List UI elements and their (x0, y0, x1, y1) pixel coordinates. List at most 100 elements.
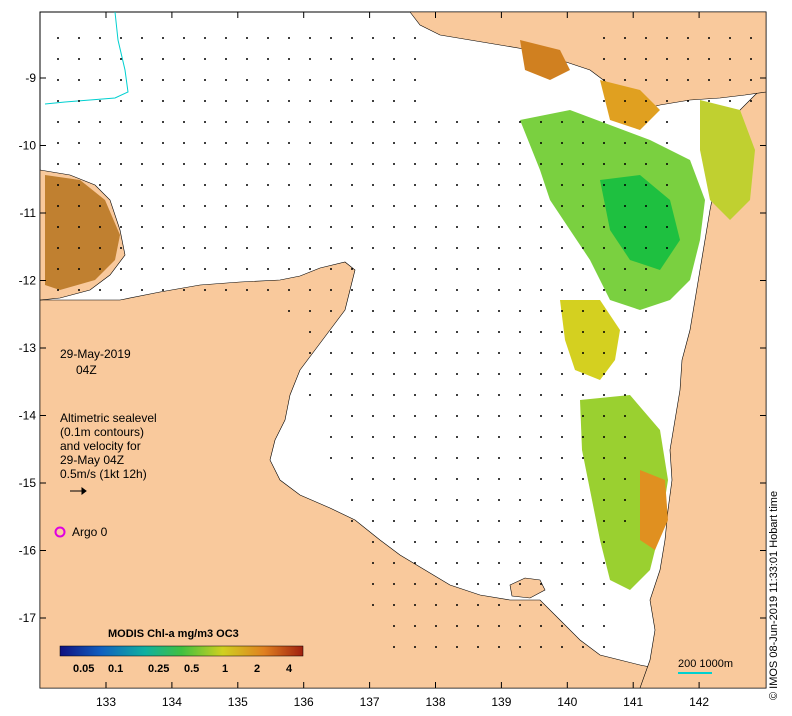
velocity-dot (582, 646, 584, 648)
lat-label: -11 (20, 206, 37, 220)
velocity-dot (477, 436, 479, 438)
velocity-dot (561, 541, 563, 543)
velocity-dot (645, 37, 647, 39)
velocity-dot (162, 268, 164, 270)
velocity-dot (561, 142, 563, 144)
velocity-dot (99, 247, 101, 249)
velocity-dot (435, 226, 437, 228)
velocity-dot (477, 394, 479, 396)
velocity-dot (414, 415, 416, 417)
velocity-dot (372, 37, 374, 39)
velocity-dot (414, 163, 416, 165)
velocity-dot (141, 289, 143, 291)
velocity-dot (120, 247, 122, 249)
velocity-dot (603, 457, 605, 459)
velocity-dot (414, 520, 416, 522)
velocity-dot (246, 58, 248, 60)
velocity-dot (456, 457, 458, 459)
lat-label: -10 (19, 139, 37, 153)
velocity-dot (372, 289, 374, 291)
velocity-dot (246, 226, 248, 228)
velocity-dot (309, 121, 311, 123)
velocity-dot (162, 100, 164, 102)
colorbar-tick: 4 (286, 663, 293, 675)
velocity-dot (624, 499, 626, 501)
credit-text: © IMOS 08-Jun-2019 11:33:01 Hobart time (768, 490, 780, 700)
velocity-dot (225, 142, 227, 144)
velocity-dot (372, 121, 374, 123)
velocity-dot (540, 415, 542, 417)
velocity-dot (204, 37, 206, 39)
velocity-dot (498, 121, 500, 123)
velocity-dot (393, 289, 395, 291)
velocity-dot (288, 310, 290, 312)
velocity-dot (477, 583, 479, 585)
velocity-dot (372, 394, 374, 396)
velocity-dot (498, 226, 500, 228)
velocity-dot (393, 541, 395, 543)
velocity-dot (750, 58, 752, 60)
velocity-dot (183, 100, 185, 102)
velocity-dot (477, 331, 479, 333)
velocity-dot (561, 247, 563, 249)
velocity-dot (120, 184, 122, 186)
velocity-dot (540, 310, 542, 312)
velocity-dot (666, 142, 668, 144)
velocity-dot (561, 520, 563, 522)
velocity-dot (456, 499, 458, 501)
velocity-dot (498, 331, 500, 333)
lon-label: 134 (162, 695, 182, 709)
velocity-dot (414, 373, 416, 375)
legend-line-3: and velocity for (60, 439, 141, 453)
velocity-dot (477, 247, 479, 249)
velocity-dot (603, 247, 605, 249)
velocity-dot (519, 520, 521, 522)
velocity-dot (435, 520, 437, 522)
time-label: 04Z (76, 363, 97, 377)
velocity-dot (225, 37, 227, 39)
velocity-dot (393, 331, 395, 333)
velocity-dot (603, 415, 605, 417)
lon-label: 135 (228, 695, 248, 709)
velocity-dot (435, 163, 437, 165)
velocity-dot (687, 79, 689, 81)
lat-label: -16 (19, 544, 37, 558)
velocity-dot (183, 205, 185, 207)
velocity-dot (330, 79, 332, 81)
velocity-dot (351, 142, 353, 144)
colorbar-title: MODIS Chl-a mg/m3 OC3 (108, 628, 239, 640)
velocity-dot (99, 289, 101, 291)
velocity-dot (162, 58, 164, 60)
velocity-dot (393, 457, 395, 459)
velocity-dot (57, 205, 59, 207)
velocity-dot (351, 394, 353, 396)
velocity-dot (162, 79, 164, 81)
velocity-dot (141, 121, 143, 123)
velocity-dot (540, 142, 542, 144)
velocity-vectors (57, 37, 752, 648)
velocity-dot (645, 100, 647, 102)
velocity-dot (666, 226, 668, 228)
velocity-dot (372, 100, 374, 102)
velocity-dot (162, 247, 164, 249)
velocity-dot (267, 163, 269, 165)
velocity-dot (372, 163, 374, 165)
velocity-dot (414, 310, 416, 312)
velocity-dot (330, 205, 332, 207)
velocity-dot (183, 58, 185, 60)
velocity-dot (330, 373, 332, 375)
velocity-dot (519, 583, 521, 585)
velocity-dot (351, 184, 353, 186)
velocity-dot (603, 499, 605, 501)
velocity-dot (78, 226, 80, 228)
velocity-dot (330, 184, 332, 186)
velocity-dot (603, 646, 605, 648)
velocity-dot (141, 226, 143, 228)
velocity-dot (435, 373, 437, 375)
velocity-dot (267, 100, 269, 102)
velocity-dot (582, 478, 584, 480)
velocity-dot (561, 436, 563, 438)
velocity-dot (561, 394, 563, 396)
velocity-dot (204, 142, 206, 144)
velocity-dot (666, 58, 668, 60)
